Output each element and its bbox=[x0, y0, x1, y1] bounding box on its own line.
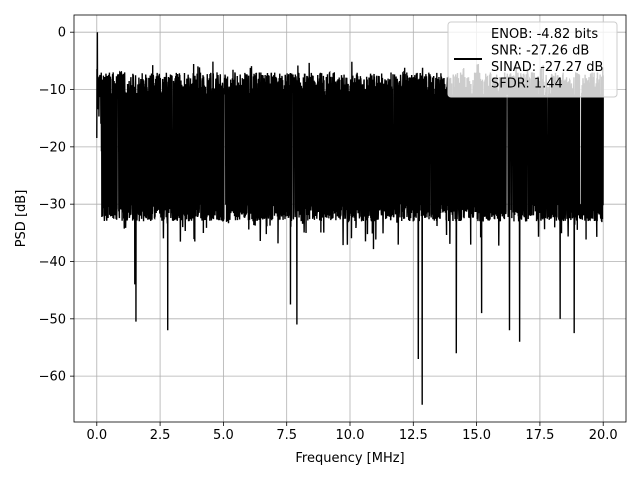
y-tick-label: −20 bbox=[39, 140, 66, 155]
y-tick-label: −60 bbox=[39, 370, 66, 385]
psd-line bbox=[96, 32, 604, 405]
x-tick-label: 7.5 bbox=[276, 428, 297, 443]
x-tick-label: 2.5 bbox=[150, 428, 171, 443]
legend-snr: SNR: -27.26 dB bbox=[491, 44, 589, 59]
x-axis-label: Frequency [MHz] bbox=[295, 451, 404, 466]
x-tick-label: 20.0 bbox=[589, 428, 618, 443]
y-tick-label: −50 bbox=[39, 312, 66, 327]
x-tick-label: 15.0 bbox=[462, 428, 491, 443]
legend: ENOB: -4.82 bits SNR: -27.26 dB SINAD: -… bbox=[447, 21, 618, 98]
y-axis-label: PSD [dB] bbox=[14, 190, 29, 248]
y-tick-label: −30 bbox=[39, 198, 66, 213]
legend-sfdr: SFDR: 1.44 bbox=[491, 77, 563, 92]
x-axis: 0.0 2.5 5.0 7.5 10.0 12.5 15.0 17.5 20.0 bbox=[86, 422, 618, 443]
x-tick-label: 0.0 bbox=[86, 428, 107, 443]
psd-series-line bbox=[96, 32, 604, 405]
legend-enob: ENOB: -4.82 bits bbox=[491, 27, 598, 42]
y-tick-label: −10 bbox=[39, 83, 66, 98]
legend-box bbox=[447, 21, 618, 98]
x-tick-label: 10.0 bbox=[336, 428, 365, 443]
x-tick-label: 5.0 bbox=[213, 428, 234, 443]
y-axis: 0 −10 −20 −30 −40 −50 −60 bbox=[39, 26, 74, 385]
x-tick-label: 17.5 bbox=[525, 428, 554, 443]
y-tick-label: −40 bbox=[39, 255, 66, 270]
x-tick-label: 12.5 bbox=[399, 428, 428, 443]
legend-sinad: SINAD: -27.27 dB bbox=[491, 60, 603, 75]
y-tick-label: 0 bbox=[58, 26, 66, 41]
